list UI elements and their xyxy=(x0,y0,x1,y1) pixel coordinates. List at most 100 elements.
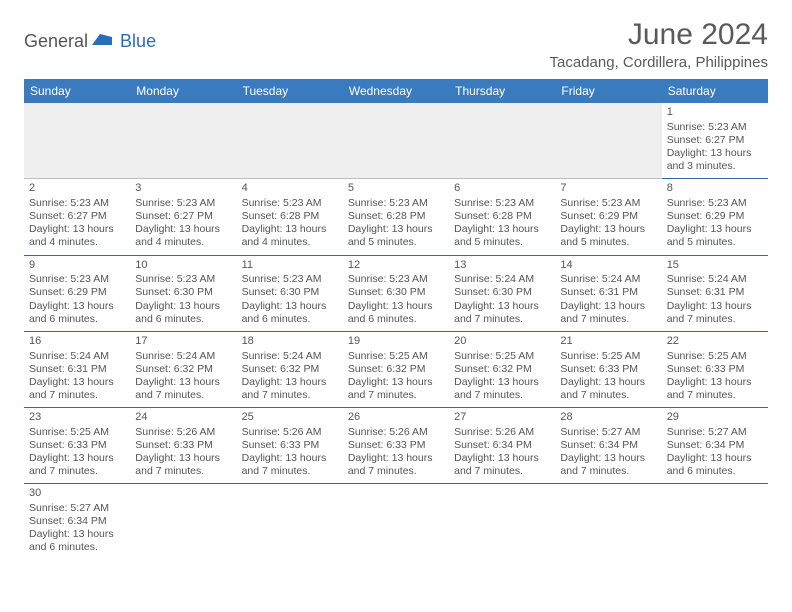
sunrise-line: Sunrise: 5:24 AM xyxy=(560,273,657,286)
weekday-header: Friday xyxy=(555,79,661,103)
daylight-line: Daylight: 13 hours and 7 minutes. xyxy=(242,376,339,402)
calendar-cell: 2Sunrise: 5:23 AMSunset: 6:27 PMDaylight… xyxy=(24,179,130,255)
daylight-line: Daylight: 13 hours and 7 minutes. xyxy=(560,452,657,478)
sunset-line: Sunset: 6:33 PM xyxy=(560,363,657,376)
day-number: 22 xyxy=(667,335,764,349)
sunset-line: Sunset: 6:27 PM xyxy=(667,134,764,147)
day-number: 13 xyxy=(454,259,551,273)
sunrise-line: Sunrise: 5:24 AM xyxy=(667,273,764,286)
day-number: 26 xyxy=(348,411,445,425)
location-text: Tacadang, Cordillera, Philippines xyxy=(550,54,768,71)
day-number: 29 xyxy=(667,411,764,425)
daylight-line: Daylight: 13 hours and 5 minutes. xyxy=(667,223,764,249)
day-number: 16 xyxy=(29,335,126,349)
calendar-cell xyxy=(449,484,555,560)
calendar-cell: 30Sunrise: 5:27 AMSunset: 6:34 PMDayligh… xyxy=(24,484,130,560)
day-number: 14 xyxy=(560,259,657,273)
day-number: 8 xyxy=(667,182,764,196)
day-number: 17 xyxy=(135,335,232,349)
sunset-line: Sunset: 6:29 PM xyxy=(667,210,764,223)
day-number: 18 xyxy=(242,335,339,349)
sunrise-line: Sunrise: 5:25 AM xyxy=(29,426,126,439)
sunrise-line: Sunrise: 5:23 AM xyxy=(135,197,232,210)
day-number: 5 xyxy=(348,182,445,196)
sunset-line: Sunset: 6:27 PM xyxy=(29,210,126,223)
calendar-cell: 28Sunrise: 5:27 AMSunset: 6:34 PMDayligh… xyxy=(555,408,661,484)
sunrise-line: Sunrise: 5:25 AM xyxy=(667,350,764,363)
sunrise-line: Sunrise: 5:23 AM xyxy=(242,273,339,286)
calendar-page: General Blue June 2024 Tacadang, Cordill… xyxy=(0,0,792,578)
sunrise-line: Sunrise: 5:24 AM xyxy=(454,273,551,286)
calendar-cell: 12Sunrise: 5:23 AMSunset: 6:30 PMDayligh… xyxy=(343,255,449,331)
sunset-line: Sunset: 6:28 PM xyxy=(348,210,445,223)
daylight-line: Daylight: 13 hours and 5 minutes. xyxy=(454,223,551,249)
calendar-cell: 4Sunrise: 5:23 AMSunset: 6:28 PMDaylight… xyxy=(237,179,343,255)
sunset-line: Sunset: 6:29 PM xyxy=(29,286,126,299)
calendar-table: Sunday Monday Tuesday Wednesday Thursday… xyxy=(24,79,768,560)
day-number: 24 xyxy=(135,411,232,425)
calendar-cell: 15Sunrise: 5:24 AMSunset: 6:31 PMDayligh… xyxy=(662,255,768,331)
daylight-line: Daylight: 13 hours and 4 minutes. xyxy=(29,223,126,249)
daylight-line: Daylight: 13 hours and 7 minutes. xyxy=(560,300,657,326)
sunrise-line: Sunrise: 5:24 AM xyxy=(135,350,232,363)
day-number: 30 xyxy=(29,487,126,501)
daylight-line: Daylight: 13 hours and 7 minutes. xyxy=(242,452,339,478)
daylight-line: Daylight: 13 hours and 4 minutes. xyxy=(135,223,232,249)
daylight-line: Daylight: 13 hours and 5 minutes. xyxy=(560,223,657,249)
calendar-cell: 16Sunrise: 5:24 AMSunset: 6:31 PMDayligh… xyxy=(24,331,130,407)
calendar-row: 9Sunrise: 5:23 AMSunset: 6:29 PMDaylight… xyxy=(24,255,768,331)
weekday-header: Saturday xyxy=(662,79,768,103)
sunrise-line: Sunrise: 5:26 AM xyxy=(242,426,339,439)
logo-text-general: General xyxy=(24,31,88,52)
sunrise-line: Sunrise: 5:23 AM xyxy=(667,121,764,134)
calendar-cell xyxy=(343,103,449,179)
sunset-line: Sunset: 6:31 PM xyxy=(560,286,657,299)
calendar-cell: 19Sunrise: 5:25 AMSunset: 6:32 PMDayligh… xyxy=(343,331,449,407)
sunset-line: Sunset: 6:32 PM xyxy=(242,363,339,376)
month-title: June 2024 xyxy=(550,18,768,52)
calendar-cell: 20Sunrise: 5:25 AMSunset: 6:32 PMDayligh… xyxy=(449,331,555,407)
sunset-line: Sunset: 6:32 PM xyxy=(135,363,232,376)
sunset-line: Sunset: 6:34 PM xyxy=(667,439,764,452)
weekday-header: Sunday xyxy=(24,79,130,103)
weekday-header: Wednesday xyxy=(343,79,449,103)
day-number: 21 xyxy=(560,335,657,349)
sunrise-line: Sunrise: 5:25 AM xyxy=(560,350,657,363)
sunset-line: Sunset: 6:29 PM xyxy=(560,210,657,223)
calendar-cell: 10Sunrise: 5:23 AMSunset: 6:30 PMDayligh… xyxy=(130,255,236,331)
day-number: 19 xyxy=(348,335,445,349)
sunrise-line: Sunrise: 5:23 AM xyxy=(29,197,126,210)
calendar-cell: 3Sunrise: 5:23 AMSunset: 6:27 PMDaylight… xyxy=(130,179,236,255)
calendar-cell xyxy=(130,103,236,179)
weekday-header: Thursday xyxy=(449,79,555,103)
calendar-cell xyxy=(130,484,236,560)
daylight-line: Daylight: 13 hours and 6 minutes. xyxy=(348,300,445,326)
day-number: 11 xyxy=(242,259,339,273)
calendar-cell: 21Sunrise: 5:25 AMSunset: 6:33 PMDayligh… xyxy=(555,331,661,407)
daylight-line: Daylight: 13 hours and 7 minutes. xyxy=(348,376,445,402)
calendar-row: 1Sunrise: 5:23 AMSunset: 6:27 PMDaylight… xyxy=(24,103,768,179)
daylight-line: Daylight: 13 hours and 7 minutes. xyxy=(667,300,764,326)
calendar-cell: 13Sunrise: 5:24 AMSunset: 6:30 PMDayligh… xyxy=(449,255,555,331)
daylight-line: Daylight: 13 hours and 7 minutes. xyxy=(454,376,551,402)
day-number: 12 xyxy=(348,259,445,273)
calendar-cell xyxy=(555,484,661,560)
sunset-line: Sunset: 6:28 PM xyxy=(242,210,339,223)
calendar-cell: 25Sunrise: 5:26 AMSunset: 6:33 PMDayligh… xyxy=(237,408,343,484)
sunrise-line: Sunrise: 5:23 AM xyxy=(29,273,126,286)
weekday-header: Tuesday xyxy=(237,79,343,103)
calendar-cell xyxy=(24,103,130,179)
logo-flag-icon xyxy=(92,30,118,53)
day-number: 23 xyxy=(29,411,126,425)
calendar-row: 30Sunrise: 5:27 AMSunset: 6:34 PMDayligh… xyxy=(24,484,768,560)
sunrise-line: Sunrise: 5:23 AM xyxy=(454,197,551,210)
calendar-cell xyxy=(237,103,343,179)
weekday-header: Monday xyxy=(130,79,236,103)
daylight-line: Daylight: 13 hours and 7 minutes. xyxy=(135,452,232,478)
calendar-cell: 27Sunrise: 5:26 AMSunset: 6:34 PMDayligh… xyxy=(449,408,555,484)
sunset-line: Sunset: 6:30 PM xyxy=(454,286,551,299)
day-number: 7 xyxy=(560,182,657,196)
calendar-cell: 29Sunrise: 5:27 AMSunset: 6:34 PMDayligh… xyxy=(662,408,768,484)
sunset-line: Sunset: 6:33 PM xyxy=(29,439,126,452)
sunset-line: Sunset: 6:30 PM xyxy=(242,286,339,299)
